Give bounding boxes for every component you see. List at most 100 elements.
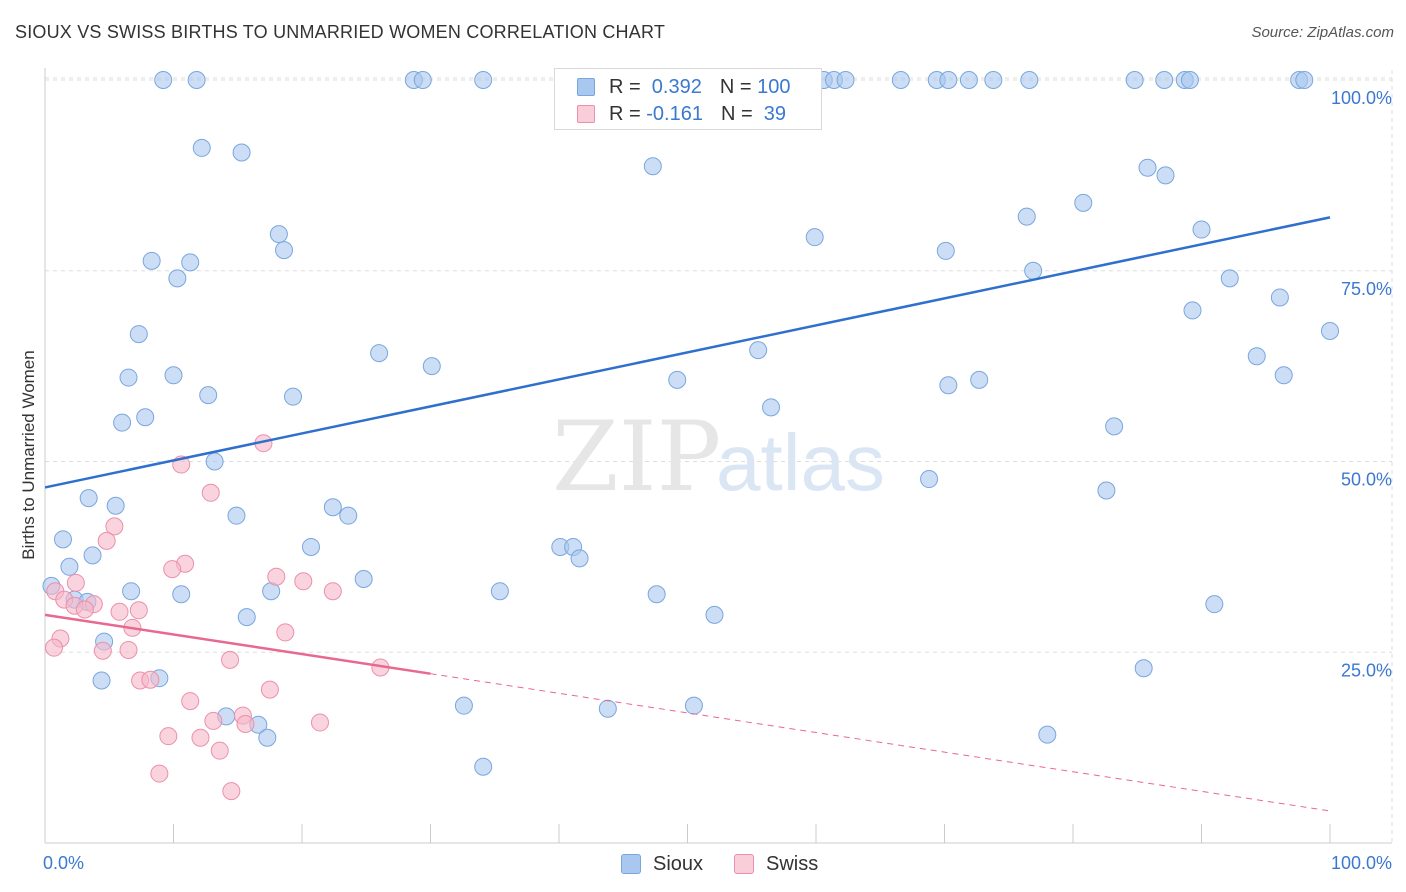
x-tick-label-max: 100.0% bbox=[1331, 853, 1392, 873]
sioux-point bbox=[705, 605, 724, 624]
x-tick-label-min: 0.0% bbox=[43, 853, 84, 873]
swiss-point bbox=[191, 728, 210, 747]
swiss-point bbox=[129, 601, 148, 620]
sioux-point bbox=[192, 138, 211, 157]
sioux-point bbox=[301, 537, 320, 556]
sioux-point bbox=[1125, 71, 1144, 89]
sioux-point bbox=[936, 241, 955, 260]
sioux-point bbox=[136, 408, 155, 427]
swiss-trendline bbox=[44, 613, 431, 675]
y-axis-label: Births to Unmarried Women bbox=[19, 350, 38, 559]
y-tick-label: 50.0% bbox=[1341, 470, 1392, 490]
sioux-point bbox=[959, 71, 978, 89]
swiss-point bbox=[181, 692, 200, 711]
sioux-point bbox=[1192, 220, 1211, 239]
sioux-point bbox=[970, 370, 989, 389]
sioux-point bbox=[749, 341, 768, 360]
bottom-legend-sioux: Sioux bbox=[621, 852, 703, 876]
sioux-point bbox=[258, 728, 277, 747]
sioux-point bbox=[92, 671, 111, 690]
sioux-point bbox=[1183, 301, 1202, 320]
y-tick-label: 75.0% bbox=[1341, 279, 1392, 299]
bottom-swiss-swatch bbox=[734, 854, 754, 874]
y-tick-label: 25.0% bbox=[1341, 660, 1392, 680]
sioux-r-label: R = bbox=[609, 76, 647, 98]
stats-legend: R = 0.392 N = 100 R = -0.161 N = 39 bbox=[554, 68, 822, 130]
swiss-point bbox=[210, 741, 229, 760]
sioux-point bbox=[1180, 71, 1199, 89]
sioux-point bbox=[836, 71, 855, 89]
sioux-point bbox=[323, 498, 342, 517]
sioux-point bbox=[1038, 725, 1057, 744]
sioux-point bbox=[684, 696, 703, 715]
swiss-n-label: N = bbox=[720, 103, 759, 125]
sioux-point bbox=[474, 757, 493, 776]
swiss-point bbox=[260, 680, 279, 699]
sioux-point bbox=[939, 71, 958, 89]
sioux-point bbox=[413, 71, 432, 89]
sioux-point bbox=[339, 506, 358, 525]
sioux-point bbox=[181, 253, 200, 272]
sioux-point bbox=[269, 225, 288, 244]
watermark-zip: ZIP bbox=[552, 401, 721, 513]
sioux-n-value: 100 bbox=[757, 76, 791, 98]
watermark: ZIP atlas bbox=[552, 401, 885, 513]
sioux-point bbox=[187, 71, 206, 89]
sioux-point bbox=[142, 251, 161, 270]
swiss-point bbox=[276, 623, 295, 642]
sioux-point bbox=[232, 143, 251, 162]
sioux-point bbox=[1020, 71, 1039, 89]
sioux-point bbox=[113, 413, 132, 432]
sioux-point bbox=[1220, 269, 1239, 288]
sioux-point bbox=[1156, 166, 1175, 185]
sioux-point bbox=[1321, 322, 1339, 341]
sioux-point bbox=[129, 325, 148, 344]
sioux-point bbox=[83, 546, 102, 565]
sioux-point bbox=[1270, 288, 1289, 307]
sioux-point bbox=[984, 71, 1003, 89]
swiss-point bbox=[310, 713, 329, 732]
sioux-point bbox=[454, 696, 473, 715]
sioux-point bbox=[939, 376, 958, 395]
swiss-point bbox=[119, 640, 138, 659]
sioux-point bbox=[227, 506, 246, 525]
swiss-n-value: 39 bbox=[758, 103, 787, 125]
bottom-swiss-label: Swiss bbox=[766, 853, 819, 875]
swiss-point bbox=[221, 650, 240, 669]
sioux-point bbox=[891, 71, 910, 89]
sioux-point bbox=[122, 582, 141, 601]
sioux-point bbox=[370, 344, 389, 363]
sioux-point bbox=[164, 366, 183, 385]
swiss-swatch bbox=[577, 105, 595, 123]
sioux-point bbox=[1155, 71, 1174, 89]
swiss-point bbox=[110, 602, 129, 621]
y-tick-label: 100.0% bbox=[1331, 88, 1392, 108]
sioux-point bbox=[643, 157, 662, 176]
swiss-point bbox=[159, 727, 178, 746]
sioux-point bbox=[668, 370, 687, 389]
sioux-point bbox=[168, 269, 187, 288]
sioux-swatch bbox=[577, 78, 595, 96]
swiss-point bbox=[66, 573, 85, 592]
points-layer bbox=[42, 71, 1339, 801]
sioux-point bbox=[1017, 207, 1036, 226]
sioux-point bbox=[570, 549, 589, 568]
legend-row-swiss: R = -0.161 N = 39 bbox=[577, 102, 786, 126]
swiss-point bbox=[150, 764, 169, 783]
sioux-point bbox=[284, 387, 303, 406]
swiss-point bbox=[222, 782, 241, 801]
swiss-point bbox=[163, 560, 182, 579]
swiss-r-label: R = bbox=[609, 103, 647, 125]
sioux-point bbox=[1205, 595, 1224, 614]
sioux-point bbox=[1024, 261, 1043, 280]
sioux-point bbox=[119, 368, 138, 387]
sioux-point bbox=[106, 496, 125, 515]
swiss-point bbox=[44, 638, 63, 657]
sioux-point bbox=[647, 585, 666, 604]
sioux-point bbox=[237, 608, 256, 627]
sioux-trendline bbox=[44, 216, 1331, 489]
sioux-point bbox=[422, 357, 441, 376]
swiss-point bbox=[75, 600, 94, 619]
sioux-point bbox=[1247, 347, 1266, 366]
bottom-legend-swiss: Swiss bbox=[734, 852, 818, 876]
